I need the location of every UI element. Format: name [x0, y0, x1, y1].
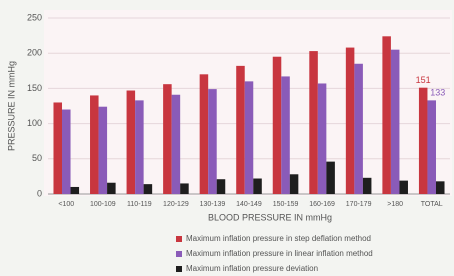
bar — [217, 179, 226, 194]
bar — [382, 36, 391, 194]
x-tick-label: 140-149 — [236, 201, 262, 208]
bar — [163, 84, 172, 194]
bar — [127, 91, 136, 194]
bar — [399, 181, 408, 194]
chart: PRESSURE IN mmHg BLOOD PRESSURE IN mmHg … — [0, 0, 454, 276]
x-tick-label: 120-129 — [163, 201, 189, 208]
bar — [144, 184, 153, 194]
y-axis-title: PRESSURE IN mmHg — [6, 61, 16, 151]
y-tick-label: 50 — [32, 153, 42, 163]
y-tick-label: 0 — [37, 188, 42, 198]
bar — [363, 178, 372, 194]
bar — [180, 183, 189, 194]
y-tick-label: 250 — [27, 12, 42, 22]
legend-label: Maximum inflation pressure in linear inf… — [186, 249, 373, 258]
bar — [62, 110, 71, 194]
x-tick-label: 160-169 — [309, 201, 335, 208]
x-tick-label: <100 — [58, 201, 74, 208]
x-tick-label: 170-179 — [346, 201, 372, 208]
x-tick-label: TOTAL — [421, 201, 443, 208]
bar — [318, 83, 327, 194]
bar — [326, 162, 335, 194]
x-axis-title: BLOOD PRESSURE IN mmHg — [208, 212, 332, 222]
bar — [236, 66, 245, 194]
bar — [354, 64, 363, 194]
x-tick-label: >180 — [387, 201, 403, 208]
y-tick-label: 100 — [27, 118, 42, 128]
bar — [436, 181, 445, 194]
bar — [172, 95, 181, 194]
bar — [200, 74, 209, 194]
data-label: 151 — [416, 75, 431, 85]
bar — [53, 102, 62, 194]
bar — [309, 51, 318, 194]
y-tick-label: 150 — [27, 83, 42, 93]
bar — [245, 81, 254, 194]
legend-swatch — [176, 236, 182, 242]
bar — [253, 179, 262, 194]
bar — [99, 107, 108, 194]
bar — [290, 174, 299, 194]
legend-swatch — [176, 251, 182, 257]
data-label: 133 — [430, 88, 445, 98]
legend-label: Maximum inflation pressure deviation — [186, 264, 318, 273]
legend-swatch — [176, 266, 182, 272]
bar — [391, 50, 400, 194]
y-tick-label: 200 — [27, 48, 42, 58]
bar — [346, 48, 355, 194]
bar — [71, 187, 80, 194]
bar — [208, 89, 217, 194]
bar — [90, 95, 99, 194]
x-tick-label: 100-109 — [90, 201, 116, 208]
x-tick-label: 130-139 — [200, 201, 226, 208]
x-tick-label: 110-119 — [127, 201, 152, 208]
bar — [273, 57, 282, 194]
bar — [107, 183, 116, 194]
bar — [419, 88, 428, 194]
bar — [427, 100, 436, 194]
bar — [135, 100, 144, 194]
bar — [281, 76, 290, 194]
x-tick-label: 150-159 — [273, 201, 299, 208]
legend-label: Maximum inflation pressure in step defla… — [186, 234, 371, 243]
